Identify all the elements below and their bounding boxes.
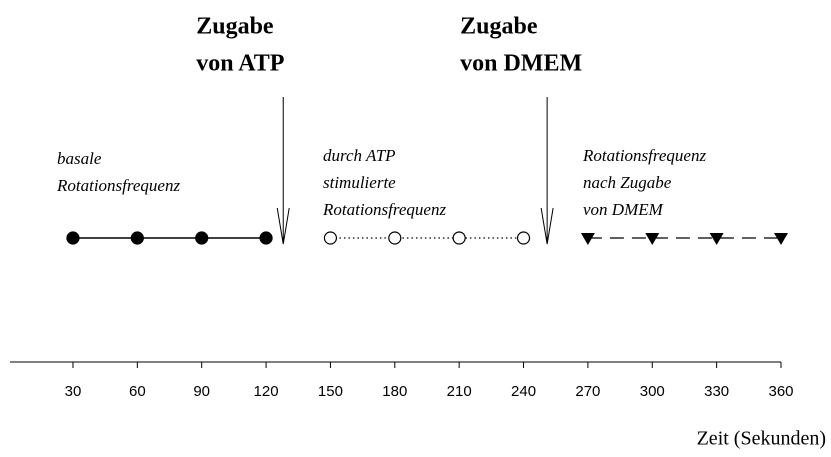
- annotation-text: Zugabe: [196, 14, 274, 40]
- series-label: nach Zugabe: [583, 173, 672, 192]
- x-tick-label: 270: [575, 383, 600, 400]
- series-label: Rotationsfrequenz: [582, 146, 706, 165]
- marker: [130, 231, 144, 245]
- marker: [195, 231, 209, 245]
- marker: [580, 233, 595, 245]
- marker: [709, 233, 724, 245]
- marker: [452, 231, 466, 245]
- x-tick-label: 60: [129, 383, 146, 400]
- marker: [516, 231, 531, 245]
- marker: [66, 231, 80, 245]
- x-tick-label: 240: [511, 383, 536, 400]
- annotation-text: von ATP: [196, 51, 284, 77]
- annotation-arrow: [276, 97, 290, 245]
- series-label: Rotationsfrequenz: [56, 176, 180, 195]
- x-tick-label: 150: [318, 383, 343, 400]
- x-tick-label: 300: [640, 383, 665, 400]
- annotation-text: von DMEM: [460, 51, 582, 77]
- marker: [774, 233, 788, 245]
- series-label: durch ATP: [323, 146, 396, 165]
- series-label: Rotationsfrequenz: [322, 200, 446, 219]
- x-tick-label: 30: [65, 383, 82, 400]
- marker: [645, 233, 660, 245]
- marker: [259, 231, 273, 245]
- x-axis-label: Zeit (Sekunden): [697, 428, 826, 450]
- x-tick-label: 180: [382, 383, 407, 400]
- series-label: basale: [57, 149, 102, 168]
- x-tick-label: 360: [768, 383, 793, 400]
- x-tick-label: 330: [704, 383, 729, 400]
- annotation-arrow: [540, 97, 554, 245]
- marker: [388, 231, 402, 245]
- marker: [323, 231, 338, 245]
- x-tick-label: 120: [254, 383, 279, 400]
- series-label: von DMEM: [583, 200, 664, 219]
- x-tick-label: 90: [193, 383, 210, 400]
- annotation-text: Zugabe: [460, 14, 538, 40]
- x-tick-label: 210: [447, 383, 472, 400]
- series-label: stimulierte: [323, 173, 396, 192]
